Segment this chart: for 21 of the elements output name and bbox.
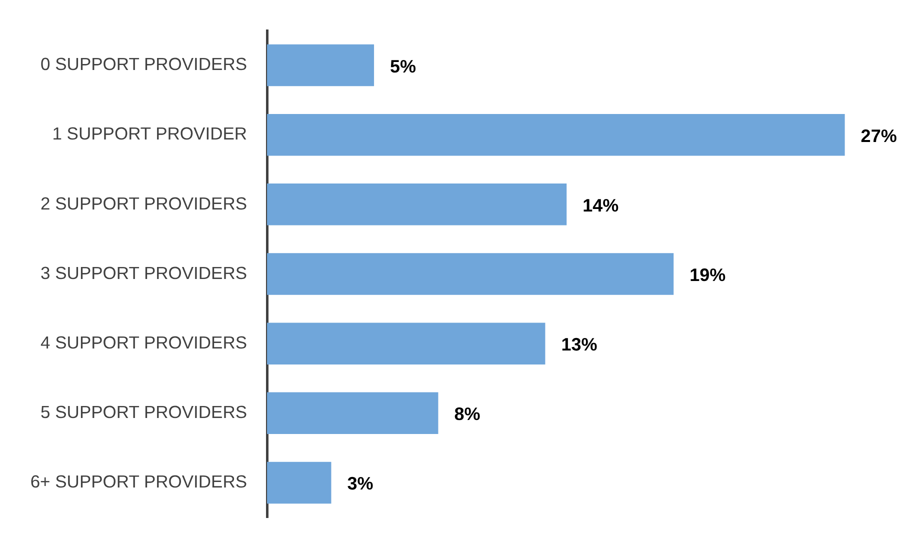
bar (267, 462, 332, 504)
data-label: 27% (860, 126, 897, 146)
y-tick-label: 0 SUPPORT PROVIDERS (40, 54, 248, 74)
y-tick-label: 4 SUPPORT PROVIDERS (40, 332, 248, 352)
y-tick-label: 2 SUPPORT PROVIDERS (40, 193, 248, 214)
bar (267, 114, 845, 156)
data-label: 19% (690, 264, 726, 285)
data-label: 8% (454, 404, 480, 424)
bar (267, 44, 374, 86)
y-tick-label: 1 SUPPORT PROVIDER (52, 124, 248, 144)
y-tick-label: 5 SUPPORT PROVIDERS (40, 402, 248, 422)
bar (267, 184, 567, 226)
data-label: 14% (582, 195, 619, 216)
bar (267, 392, 438, 434)
y-tick-label: 3 SUPPORT PROVIDERS (40, 262, 248, 283)
data-label: 13% (561, 334, 598, 355)
bar (267, 253, 674, 295)
y-tick-label: 6+ SUPPORT PROVIDERS (30, 472, 248, 492)
data-label: 3% (347, 474, 374, 494)
data-label: 5% (390, 56, 416, 76)
bar (267, 322, 546, 364)
